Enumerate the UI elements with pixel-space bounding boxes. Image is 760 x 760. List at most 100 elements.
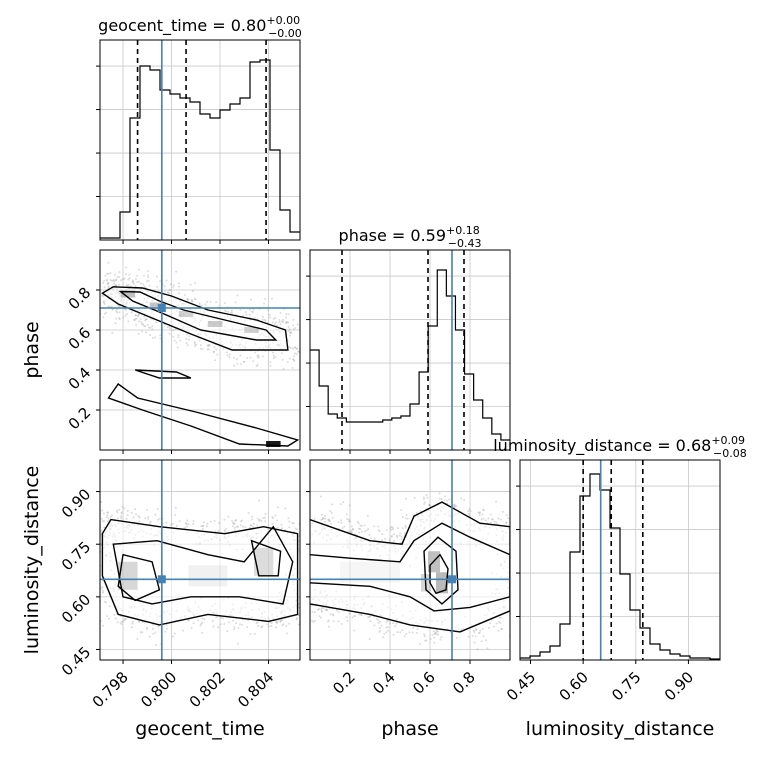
sample-point bbox=[114, 322, 117, 325]
y-tick-label: 0.60 bbox=[58, 590, 94, 626]
y-tick-label: 0.4 bbox=[65, 364, 95, 394]
sample-point bbox=[245, 313, 248, 316]
sample-point bbox=[378, 530, 381, 533]
sample-point bbox=[347, 530, 350, 533]
sample-point bbox=[440, 636, 443, 639]
sample-point bbox=[514, 548, 516, 550]
sample-point bbox=[142, 283, 145, 286]
sample-point bbox=[244, 526, 247, 529]
hist-title-phase: phase = 0.59+0.18 −0.43 bbox=[339, 224, 482, 250]
sample-point bbox=[212, 625, 215, 628]
sample-point bbox=[390, 529, 393, 532]
sample-point bbox=[327, 620, 330, 623]
sample-point bbox=[105, 279, 108, 282]
sample-point bbox=[121, 620, 124, 623]
sample-point bbox=[250, 515, 253, 518]
sample-point bbox=[495, 521, 498, 524]
sample-point bbox=[127, 283, 130, 286]
sample-point bbox=[396, 535, 399, 538]
sample-point bbox=[165, 521, 168, 524]
sample-point bbox=[405, 633, 408, 636]
sample-point bbox=[387, 626, 390, 629]
sample-point bbox=[164, 630, 167, 633]
sample-point bbox=[477, 511, 480, 514]
sample-point bbox=[235, 358, 238, 361]
sample-point bbox=[239, 520, 242, 523]
sample-point bbox=[203, 618, 206, 621]
sample-point bbox=[97, 560, 99, 562]
sample-point bbox=[272, 354, 275, 357]
sample-point bbox=[513, 548, 515, 550]
sample-point bbox=[145, 628, 148, 631]
sample-point bbox=[477, 631, 480, 634]
sample-point bbox=[287, 346, 290, 349]
x-tick-label: 0.4 bbox=[369, 668, 399, 698]
sample-point bbox=[499, 621, 502, 624]
sample-point bbox=[491, 518, 494, 521]
sample-point bbox=[194, 298, 197, 301]
sample-point bbox=[428, 504, 431, 507]
sample-point bbox=[101, 591, 104, 594]
sample-point bbox=[215, 348, 218, 351]
contour-line bbox=[101, 518, 299, 626]
sample-point bbox=[366, 514, 369, 517]
sample-point bbox=[377, 529, 380, 532]
sample-point bbox=[264, 297, 267, 300]
sample-point bbox=[232, 522, 235, 525]
sample-point bbox=[213, 346, 216, 349]
sample-point bbox=[482, 508, 485, 511]
sample-point bbox=[250, 524, 253, 527]
sample-point bbox=[391, 526, 394, 529]
sample-point bbox=[280, 527, 283, 530]
sample-point bbox=[281, 318, 284, 321]
sample-point bbox=[92, 586, 94, 588]
sample-point bbox=[106, 511, 109, 514]
sample-point bbox=[361, 524, 364, 527]
sample-point bbox=[228, 353, 231, 356]
sample-point bbox=[100, 509, 103, 512]
sample-point bbox=[77, 586, 79, 588]
sample-point bbox=[98, 299, 100, 301]
sample-point bbox=[134, 513, 137, 516]
sample-point bbox=[294, 527, 297, 530]
sample-point bbox=[252, 311, 255, 314]
y-tick-label: 0.6 bbox=[65, 324, 95, 354]
sample-point bbox=[247, 511, 250, 514]
sample-point bbox=[255, 621, 258, 624]
sample-point bbox=[275, 626, 278, 629]
sample-point bbox=[317, 608, 320, 611]
sample-point bbox=[97, 617, 99, 619]
sample-point bbox=[480, 518, 483, 521]
sample-point bbox=[306, 530, 308, 532]
sample-point bbox=[281, 358, 284, 361]
sample-point bbox=[151, 336, 154, 339]
sample-point bbox=[395, 622, 398, 625]
sample-point bbox=[369, 620, 372, 623]
sample-point bbox=[305, 605, 307, 607]
sample-point bbox=[106, 519, 109, 522]
sample-point bbox=[487, 627, 490, 630]
sample-point bbox=[145, 280, 148, 283]
sample-point bbox=[301, 550, 303, 552]
sample-point bbox=[263, 318, 266, 321]
sample-point bbox=[186, 619, 189, 622]
sample-point bbox=[438, 497, 441, 500]
sample-point bbox=[297, 623, 300, 626]
sample-point bbox=[337, 620, 340, 623]
sample-point bbox=[301, 540, 303, 542]
sample-point bbox=[254, 351, 257, 354]
sample-point bbox=[163, 285, 166, 288]
sample-point bbox=[108, 305, 111, 308]
sample-point bbox=[186, 519, 189, 522]
sample-point bbox=[353, 615, 356, 618]
sample-point bbox=[345, 513, 348, 516]
sample-point bbox=[154, 336, 157, 339]
sample-point bbox=[262, 517, 265, 520]
sample-point bbox=[392, 633, 395, 636]
sample-point bbox=[278, 318, 281, 321]
sample-point bbox=[149, 333, 152, 336]
sample-point bbox=[118, 271, 121, 274]
sample-point bbox=[346, 619, 349, 622]
sample-point bbox=[478, 514, 481, 517]
sample-point bbox=[348, 612, 351, 615]
